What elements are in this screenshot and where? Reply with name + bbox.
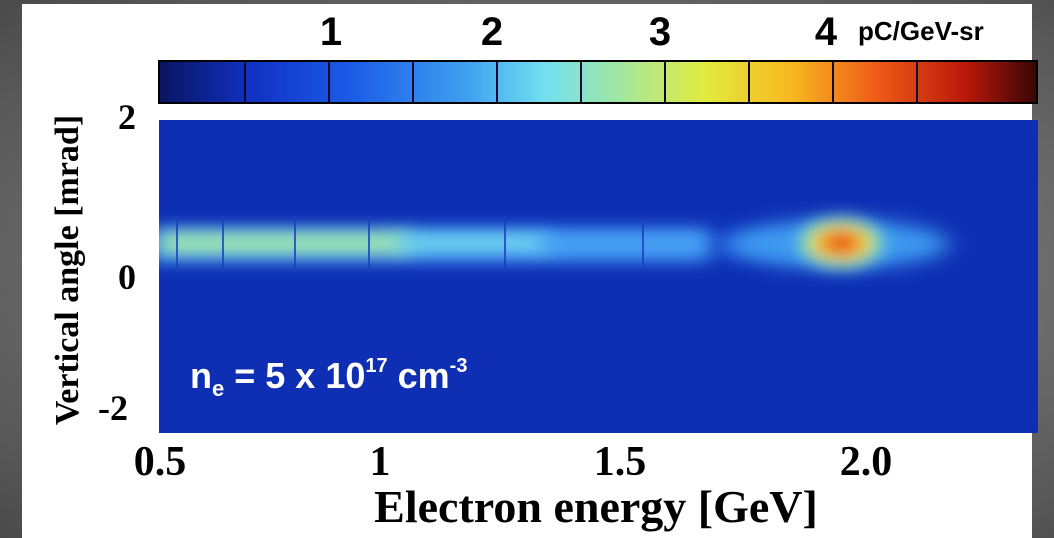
colorbar-divider <box>832 62 834 102</box>
x-tick-1-5: 1.5 <box>593 439 647 485</box>
x-tick-2-0: 2.0 <box>839 439 893 485</box>
y-tick-2: 2 <box>118 97 136 137</box>
colorbar-tick-4: 4 <box>814 10 838 54</box>
colorbar-divider <box>580 62 582 102</box>
x-tick-1: 1 <box>369 439 391 485</box>
colorbar <box>158 60 1038 104</box>
colorbar-divider <box>244 62 246 102</box>
y-tick-neg2: -2 <box>98 388 128 428</box>
colorbar-divider <box>496 62 498 102</box>
colorbar-divider <box>412 62 414 102</box>
colorbar-tick-3: 3 <box>648 10 672 54</box>
tail-core-faint <box>539 237 709 251</box>
colorbar-unit: pC/GeV-sr <box>858 16 984 46</box>
heatmap-plot-area <box>149 120 1038 433</box>
annot-unit-exponent: -3 <box>449 355 468 377</box>
tail-core-mid <box>399 234 549 252</box>
density-annotation: ne = 5 x 1017 cm-3 <box>190 355 467 402</box>
heatmap-svg <box>149 215 949 272</box>
y-axis-label: Vertical angle [mrad] <box>49 114 86 426</box>
annot-middle: = 5 x 10 <box>224 355 366 396</box>
x-axis-label: Electron energy [GeV] <box>374 481 818 532</box>
tail-core-bright <box>159 232 409 254</box>
annot-exponent: 17 <box>365 355 388 377</box>
low-energy-tail <box>149 228 879 262</box>
y-tick-0: 0 <box>118 257 136 297</box>
detector-gaps <box>176 216 644 272</box>
colorbar-divider <box>916 62 918 102</box>
peak-core <box>793 215 889 271</box>
x-tick-0-5: 0.5 <box>133 439 187 485</box>
annot-prefix: n <box>190 355 212 396</box>
colorbar-divider <box>328 62 330 102</box>
annot-unit: cm <box>387 355 450 396</box>
colorbar-tick-1: 1 <box>319 10 343 54</box>
annot-subscript: e <box>212 376 225 401</box>
colorbar-divider <box>664 62 666 102</box>
colorbar-tick-2: 2 <box>480 10 504 54</box>
main-peak <box>729 215 949 271</box>
colorbar-divider <box>748 62 750 102</box>
